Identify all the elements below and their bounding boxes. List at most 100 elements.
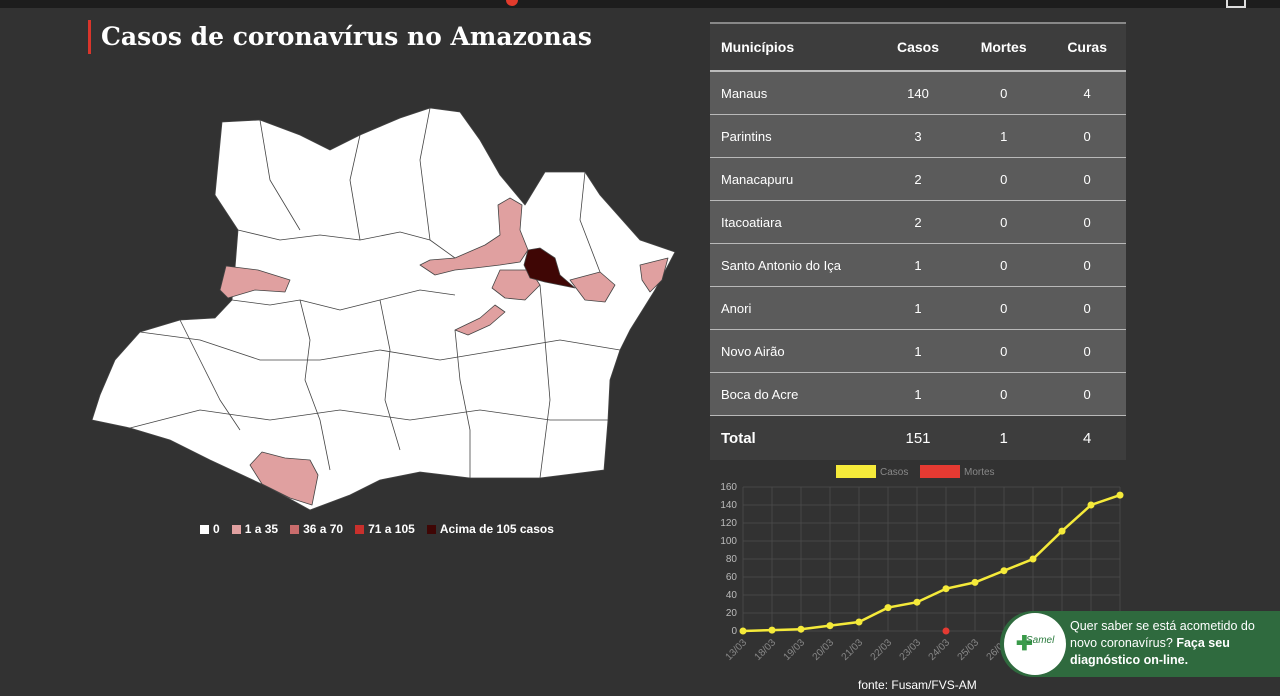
cell-mortes: 0 — [959, 157, 1049, 201]
cell-casos: 3 — [877, 114, 960, 158]
cell-curas: 4 — [1048, 71, 1126, 115]
region-boca-do-acre — [249, 451, 319, 506]
diagnostic-banner[interactable]: ✚ Samel Quer saber se está acometido do … — [1000, 611, 1280, 677]
cell-curas: 0 — [1048, 200, 1126, 244]
cell-curas: 0 — [1048, 286, 1126, 330]
table-header-row: Municípios Casos Mortes Curas — [710, 22, 1126, 72]
x-tick-label: 24/03 — [927, 637, 953, 663]
data-point-casos — [739, 627, 747, 635]
cell-mortes: 1 — [959, 114, 1049, 158]
x-tick-label: 22/03 — [869, 637, 895, 663]
cell-casos: 1 — [877, 329, 960, 373]
x-tick-label: 13/03 — [724, 637, 750, 663]
x-tick-label: 21/03 — [840, 637, 866, 663]
legend-swatch — [355, 524, 365, 534]
y-tick-label: 80 — [726, 554, 738, 565]
cell-mortes: 0 — [959, 329, 1049, 373]
legend-swatch — [231, 524, 241, 534]
data-point-casos — [971, 578, 979, 586]
data-point-casos — [1029, 555, 1037, 563]
table-row: Parintins 3 1 0 — [710, 114, 1126, 158]
legend-swatch — [290, 524, 300, 534]
column-header-curas: Curas — [1048, 22, 1126, 72]
data-point-casos — [913, 598, 921, 606]
cell-casos: 1 — [877, 372, 960, 416]
legend-swatch — [920, 465, 960, 478]
column-header-mortes: Mortes — [959, 22, 1049, 72]
cell-mortes: 0 — [959, 243, 1049, 287]
data-point-casos — [942, 585, 950, 593]
cell-casos: 2 — [877, 157, 960, 201]
legend-label: 36 a 70 — [303, 522, 344, 536]
data-point-casos — [797, 625, 805, 633]
region-novo-airao — [419, 197, 529, 276]
total-curas: 4 — [1048, 415, 1126, 460]
cell-curas: 0 — [1048, 157, 1126, 201]
data-point-casos — [1000, 567, 1008, 575]
data-point-casos — [1087, 501, 1095, 509]
y-tick-label: 120 — [720, 518, 737, 529]
cell-mortes: 0 — [959, 200, 1049, 244]
cell-mortes: 0 — [959, 286, 1049, 330]
cell-municipio: Boca do Acre — [710, 372, 877, 416]
legend-item: Acima de 105 casos — [426, 522, 554, 536]
menu-icon[interactable] — [1226, 0, 1246, 8]
x-tick-label: 20/03 — [811, 637, 837, 663]
notification-icon[interactable] — [506, 0, 518, 6]
region-anori — [454, 304, 506, 336]
cell-mortes: 0 — [959, 71, 1049, 115]
page-title: Casos de coronavírus no Amazonas — [101, 22, 592, 51]
total-label: Total — [710, 415, 877, 460]
x-tick-label: 19/03 — [782, 637, 808, 663]
cell-curas: 0 — [1048, 243, 1126, 287]
data-point-casos — [1116, 491, 1124, 499]
region-parintins — [639, 257, 669, 293]
cell-casos: 1 — [877, 243, 960, 287]
cases-table: Municípios Casos Mortes Curas Manaus 140 0… — [710, 22, 1126, 460]
source-note: fonte: Fusam/FVS-AM — [858, 678, 977, 692]
cell-municipio: Itacoatiara — [710, 200, 877, 244]
data-point-casos — [855, 618, 863, 626]
banner-line: Quer saber se está acometido do novo cor… — [1070, 619, 1255, 650]
column-header-municipios: Municípios — [710, 22, 877, 72]
region-itacoatiara — [569, 271, 616, 303]
series-line-casos — [742, 493, 1121, 633]
data-point-casos — [1058, 527, 1066, 535]
legend-swatch — [836, 465, 876, 478]
data-point-casos — [768, 626, 776, 634]
y-tick-label: 20 — [726, 608, 738, 619]
y-tick-label: 140 — [720, 500, 737, 511]
region-santo-antonio-do-ica — [219, 265, 291, 299]
cell-municipio: Manacapuru — [710, 157, 877, 201]
amazonas-map — [91, 107, 676, 511]
total-casos: 151 — [877, 415, 960, 460]
total-mortes: 1 — [959, 415, 1049, 460]
x-tick-label: 25/03 — [956, 637, 982, 663]
cell-casos: 1 — [877, 286, 960, 330]
legend-label: Mortes — [964, 467, 995, 478]
table-row: Boca do Acre 1 0 0 — [710, 372, 1126, 416]
table-row: Itacoatiara 2 0 0 — [710, 200, 1126, 244]
table-row: Manacapuru 2 0 0 — [710, 157, 1126, 201]
y-tick-label: 60 — [726, 572, 738, 583]
banner-cta[interactable]: Faça seu diagnóstico on-line. — [1070, 636, 1230, 667]
x-tick-label: 23/03 — [898, 637, 924, 663]
data-point-casos — [826, 622, 834, 630]
page-title-block: Casos de coronavírus no Amazonas — [88, 20, 592, 54]
y-tick-label: 100 — [720, 536, 737, 547]
table-row: Santo Antonio do Iça 1 0 0 — [710, 243, 1126, 287]
cell-curas: 0 — [1048, 329, 1126, 373]
data-point-casos — [884, 604, 892, 612]
table-row: Novo Airão 1 0 0 — [710, 329, 1126, 373]
cell-mortes: 0 — [959, 372, 1049, 416]
legend-label: Acima de 105 casos — [439, 522, 554, 536]
cell-municipio: Manaus — [710, 71, 877, 115]
column-header-casos: Casos — [877, 22, 960, 72]
map-legend: 0 1 a 35 36 a 70 71 a 105 Acima de 105 c… — [200, 522, 554, 536]
y-tick-label: 160 — [720, 482, 737, 493]
cell-casos: 140 — [877, 71, 960, 115]
legend-item: 1 a 35 — [231, 522, 278, 536]
data-point-mortes — [942, 627, 950, 635]
cell-curas: 0 — [1048, 372, 1126, 416]
table-row: Anori 1 0 0 — [710, 286, 1126, 330]
